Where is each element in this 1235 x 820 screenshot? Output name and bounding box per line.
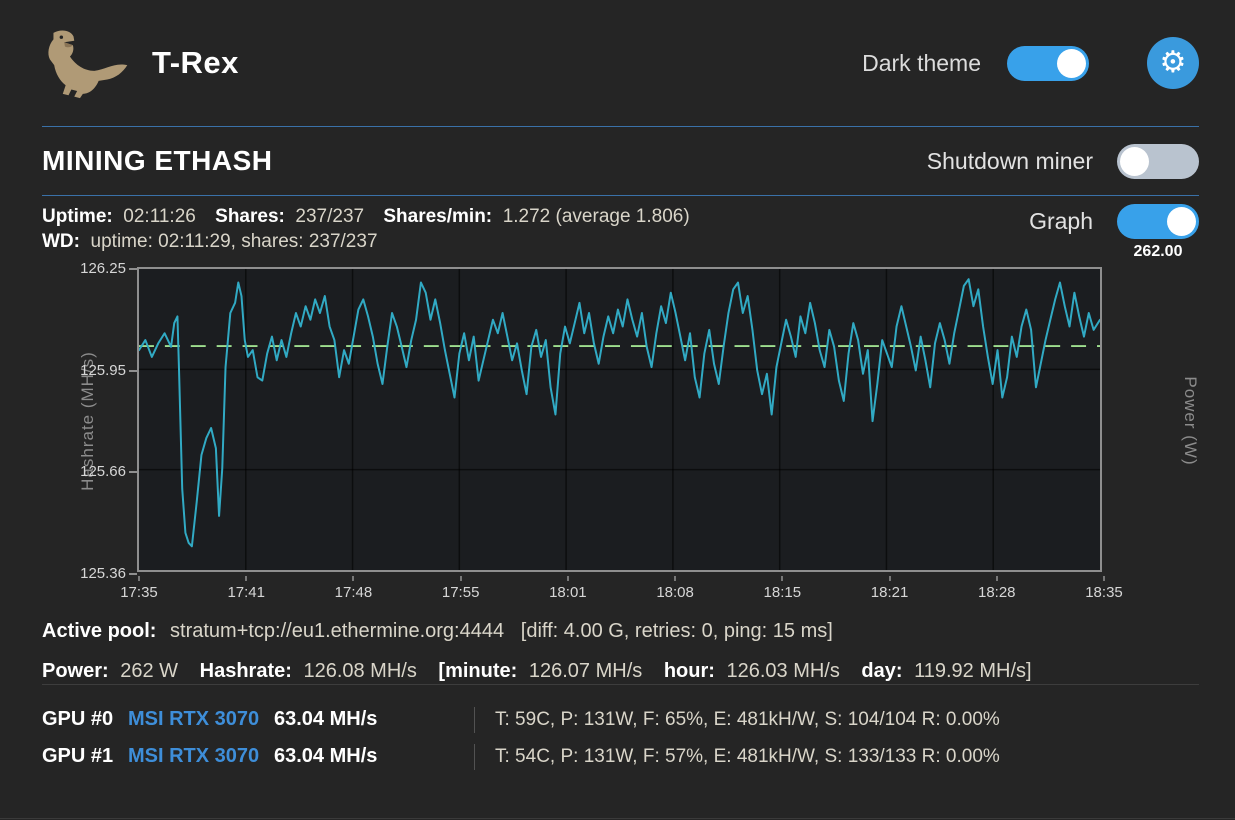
x-axis-tick: 17:55 (441, 584, 480, 601)
trex-logo (48, 30, 128, 99)
y-axis-label-left: Hashrate (MH/s) (78, 351, 97, 491)
stats-line-2: WD: uptime: 02:11:29, shares: 237/237 (42, 229, 704, 254)
pool-details: [diff: 4.00 G, retries: 0, ping: 15 ms] (520, 620, 833, 642)
gpu-row: GPU #0 MSI RTX 3070 63.04 MH/s T: 59C, P… (42, 701, 1199, 738)
miner-stats: Uptime: 02:11:26 Shares: 237/237 Shares/… (42, 204, 704, 254)
x-tick-mark (138, 576, 140, 581)
toggle-knob (1057, 48, 1086, 78)
active-pool-line: Active pool: stratum+tcp://eu1.ethermine… (42, 618, 1193, 644)
hour-label: hour: (663, 660, 715, 682)
chart-tooltip-value: 262.00 (1133, 243, 1183, 260)
shares-min-label: Shares/min: (383, 206, 493, 227)
shutdown-miner-toggle[interactable] (1117, 143, 1199, 179)
x-tick-mark (888, 576, 891, 581)
minute-value: 126.07 MH/s (528, 660, 643, 682)
gear-icon: ⚙ (1159, 45, 1187, 80)
x-tick-mark (245, 576, 248, 581)
divider-section (42, 195, 1199, 196)
gpu-row: GPU #1 MSI RTX 3070 63.04 MH/s T: 54C, P… (42, 738, 1199, 775)
hour-value: 126.03 MH/s (726, 660, 840, 682)
x-axis-tick: 18:01 (549, 584, 587, 601)
y-tick-mark (129, 369, 137, 372)
app-title: T-Rex (152, 45, 239, 80)
divider-bottom (0, 818, 1235, 819)
stats-line-1: Uptime: 02:11:26 Shares: 237/237 Shares/… (42, 204, 704, 229)
section-header: MINING ETHASH Shutdown miner (0, 127, 1235, 195)
gpu-id: GPU #1 (42, 745, 114, 767)
divider-top (42, 126, 1199, 127)
gpu-divider (474, 706, 475, 733)
gpu-id: GPU #0 (42, 708, 114, 730)
shutdown-miner-label: Shutdown miner (926, 147, 1093, 174)
y-axis-tick: 126.25 (80, 260, 126, 277)
y-tick-mark (129, 471, 137, 474)
shares-min-value: 1.272 (average 1.806) (502, 206, 690, 227)
x-tick-mark (459, 576, 462, 581)
chart-plot-area[interactable] (137, 267, 1102, 572)
x-tick-mark (566, 576, 569, 581)
x-tick-mark (1103, 576, 1105, 581)
graph-label: Graph (1029, 208, 1093, 234)
divider-gpus (42, 684, 1199, 685)
x-axis-tick: 17:35 (120, 584, 158, 601)
y-tick-mark (129, 573, 137, 575)
x-axis-tick: 18:35 (1085, 584, 1123, 601)
uptime-value: 02:11:26 (123, 206, 196, 227)
gpu-model-link[interactable]: MSI RTX 3070 (128, 745, 260, 767)
toggle-knob (1167, 207, 1196, 236)
y-tick-mark (129, 268, 137, 270)
hashrate-chart: Hashrate (MH/s) Power (W) 126.25 125.95 12… (42, 260, 1200, 606)
gpu-hashrate: 63.04 MH/s (274, 708, 378, 730)
hashrate-value: 126.08 MH/s (303, 660, 417, 682)
gpu-hashrate: 63.04 MH/s (274, 745, 378, 767)
shares-label: Shares: (215, 206, 285, 227)
x-axis-tick: 17:41 (227, 584, 265, 601)
gpu-divider (474, 743, 475, 770)
wd-value: uptime: 02:11:29, shares: 237/237 (90, 231, 378, 252)
x-tick-mark (352, 576, 355, 581)
x-tick-mark (995, 576, 998, 581)
power-hashrate-line: Power: 262 W Hashrate: 126.08 MH/s [minu… (42, 658, 1193, 684)
day-value: 119.92 MH/s] (914, 660, 1032, 682)
settings-button[interactable]: ⚙ (1147, 37, 1199, 89)
toggle-knob (1120, 146, 1149, 176)
gpu-model-link[interactable]: MSI RTX 3070 (128, 708, 260, 730)
x-tick-mark (674, 576, 677, 581)
y-axis-tick: 125.36 (80, 565, 126, 582)
y-axis-tick: 125.95 (80, 361, 126, 379)
graph-toggle[interactable] (1117, 204, 1199, 239)
y-axis-label-right: Power (W) (1181, 376, 1200, 466)
gpu-stats: T: 54C, P: 131W, F: 57%, E: 481kH/W, S: … (495, 745, 1000, 767)
power-value: 262 W (120, 660, 179, 682)
header: T-Rex Dark theme ⚙ (0, 0, 1235, 126)
gpu-stats: T: 59C, P: 131W, F: 65%, E: 481kH/W, S: … (495, 708, 1000, 730)
x-axis-tick: 18:15 (763, 584, 802, 601)
active-pool-label: Active pool: (42, 620, 157, 642)
x-axis-tick: 18:21 (870, 584, 909, 601)
page-title: MINING ETHASH (42, 145, 273, 176)
day-label: day: (861, 660, 903, 682)
x-tick-mark (781, 576, 784, 581)
x-axis-tick: 18:28 (977, 584, 1016, 601)
stats-row: Uptime: 02:11:26 Shares: 237/237 Shares/… (0, 196, 1235, 261)
power-label: Power: (42, 660, 109, 682)
wd-label: WD: (42, 231, 80, 252)
pool-url: stratum+tcp://eu1.ethermine.org:4444 (170, 620, 505, 642)
dark-theme-toggle[interactable] (1007, 45, 1089, 81)
uptime-label: Uptime: (42, 206, 113, 227)
x-axis-tick: 17:48 (334, 584, 373, 601)
x-axis-tick: 18:08 (656, 584, 694, 601)
dark-theme-label: Dark theme (862, 49, 981, 76)
y-axis-tick: 125.66 (80, 463, 126, 481)
minute-label: [minute: (438, 660, 518, 682)
chart-canvas[interactable] (139, 269, 1100, 570)
gpu-table: GPU #0 MSI RTX 3070 63.04 MH/s T: 59C, P… (42, 701, 1199, 775)
hashrate-label: Hashrate: (199, 660, 292, 682)
shares-value: 237/237 (295, 206, 365, 227)
